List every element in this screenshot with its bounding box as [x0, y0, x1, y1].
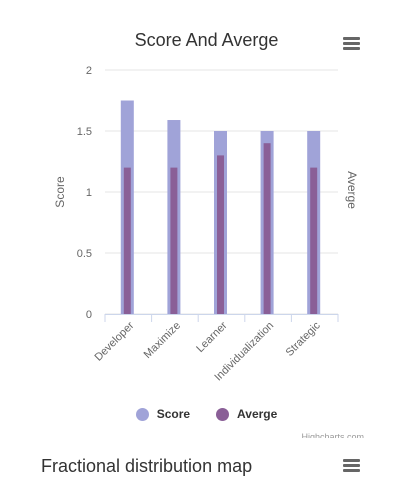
y-tick-label: 1 [86, 187, 92, 199]
hamburger-menu-icon-bar [343, 47, 360, 50]
second-chart-title: Fractional distribution map [41, 456, 253, 476]
x-tick-label: Learner [194, 319, 230, 355]
bar-averge [263, 143, 271, 314]
chart-title: Score And Averge [134, 30, 279, 50]
legend-label-score: Score [156, 407, 191, 421]
hamburger-menu-icon [343, 459, 360, 462]
bar-averge [310, 167, 318, 314]
bar-averge [123, 167, 131, 314]
second-chart-menu-button[interactable] [341, 457, 363, 475]
bar-averge [170, 167, 178, 314]
x-tick-label: Maximize [142, 320, 183, 361]
legend-label-averge: Averge [237, 407, 278, 421]
legend-item-averge[interactable]: Averge [216, 407, 277, 421]
x-tick-label: Developer [92, 319, 136, 363]
x-tick-label: Strategic [284, 319, 324, 359]
y-tick-label: 0 [86, 309, 92, 321]
y-tick-label: 0.5 [77, 248, 92, 260]
hamburger-menu-icon-bar [343, 469, 360, 472]
y-tick-label: 1.5 [77, 126, 92, 138]
chart-menu-button[interactable] [341, 35, 363, 53]
y-tick-label: 2 [86, 65, 92, 77]
hamburger-menu-icon-bar [343, 464, 360, 467]
chart-legend: Score Averge [0, 407, 413, 421]
y-axis-title: Score [53, 176, 67, 208]
bar-averge [217, 155, 224, 314]
credits-link[interactable]: Highcharts.com [301, 432, 364, 438]
legend-item-score[interactable]: Score [135, 407, 191, 421]
hamburger-menu-icon-bar [343, 42, 360, 45]
legend-symbol-averge [216, 407, 230, 421]
legend-symbol-score [135, 407, 149, 421]
y2-axis-title: Averge [345, 171, 359, 209]
hamburger-menu-icon [343, 37, 360, 40]
